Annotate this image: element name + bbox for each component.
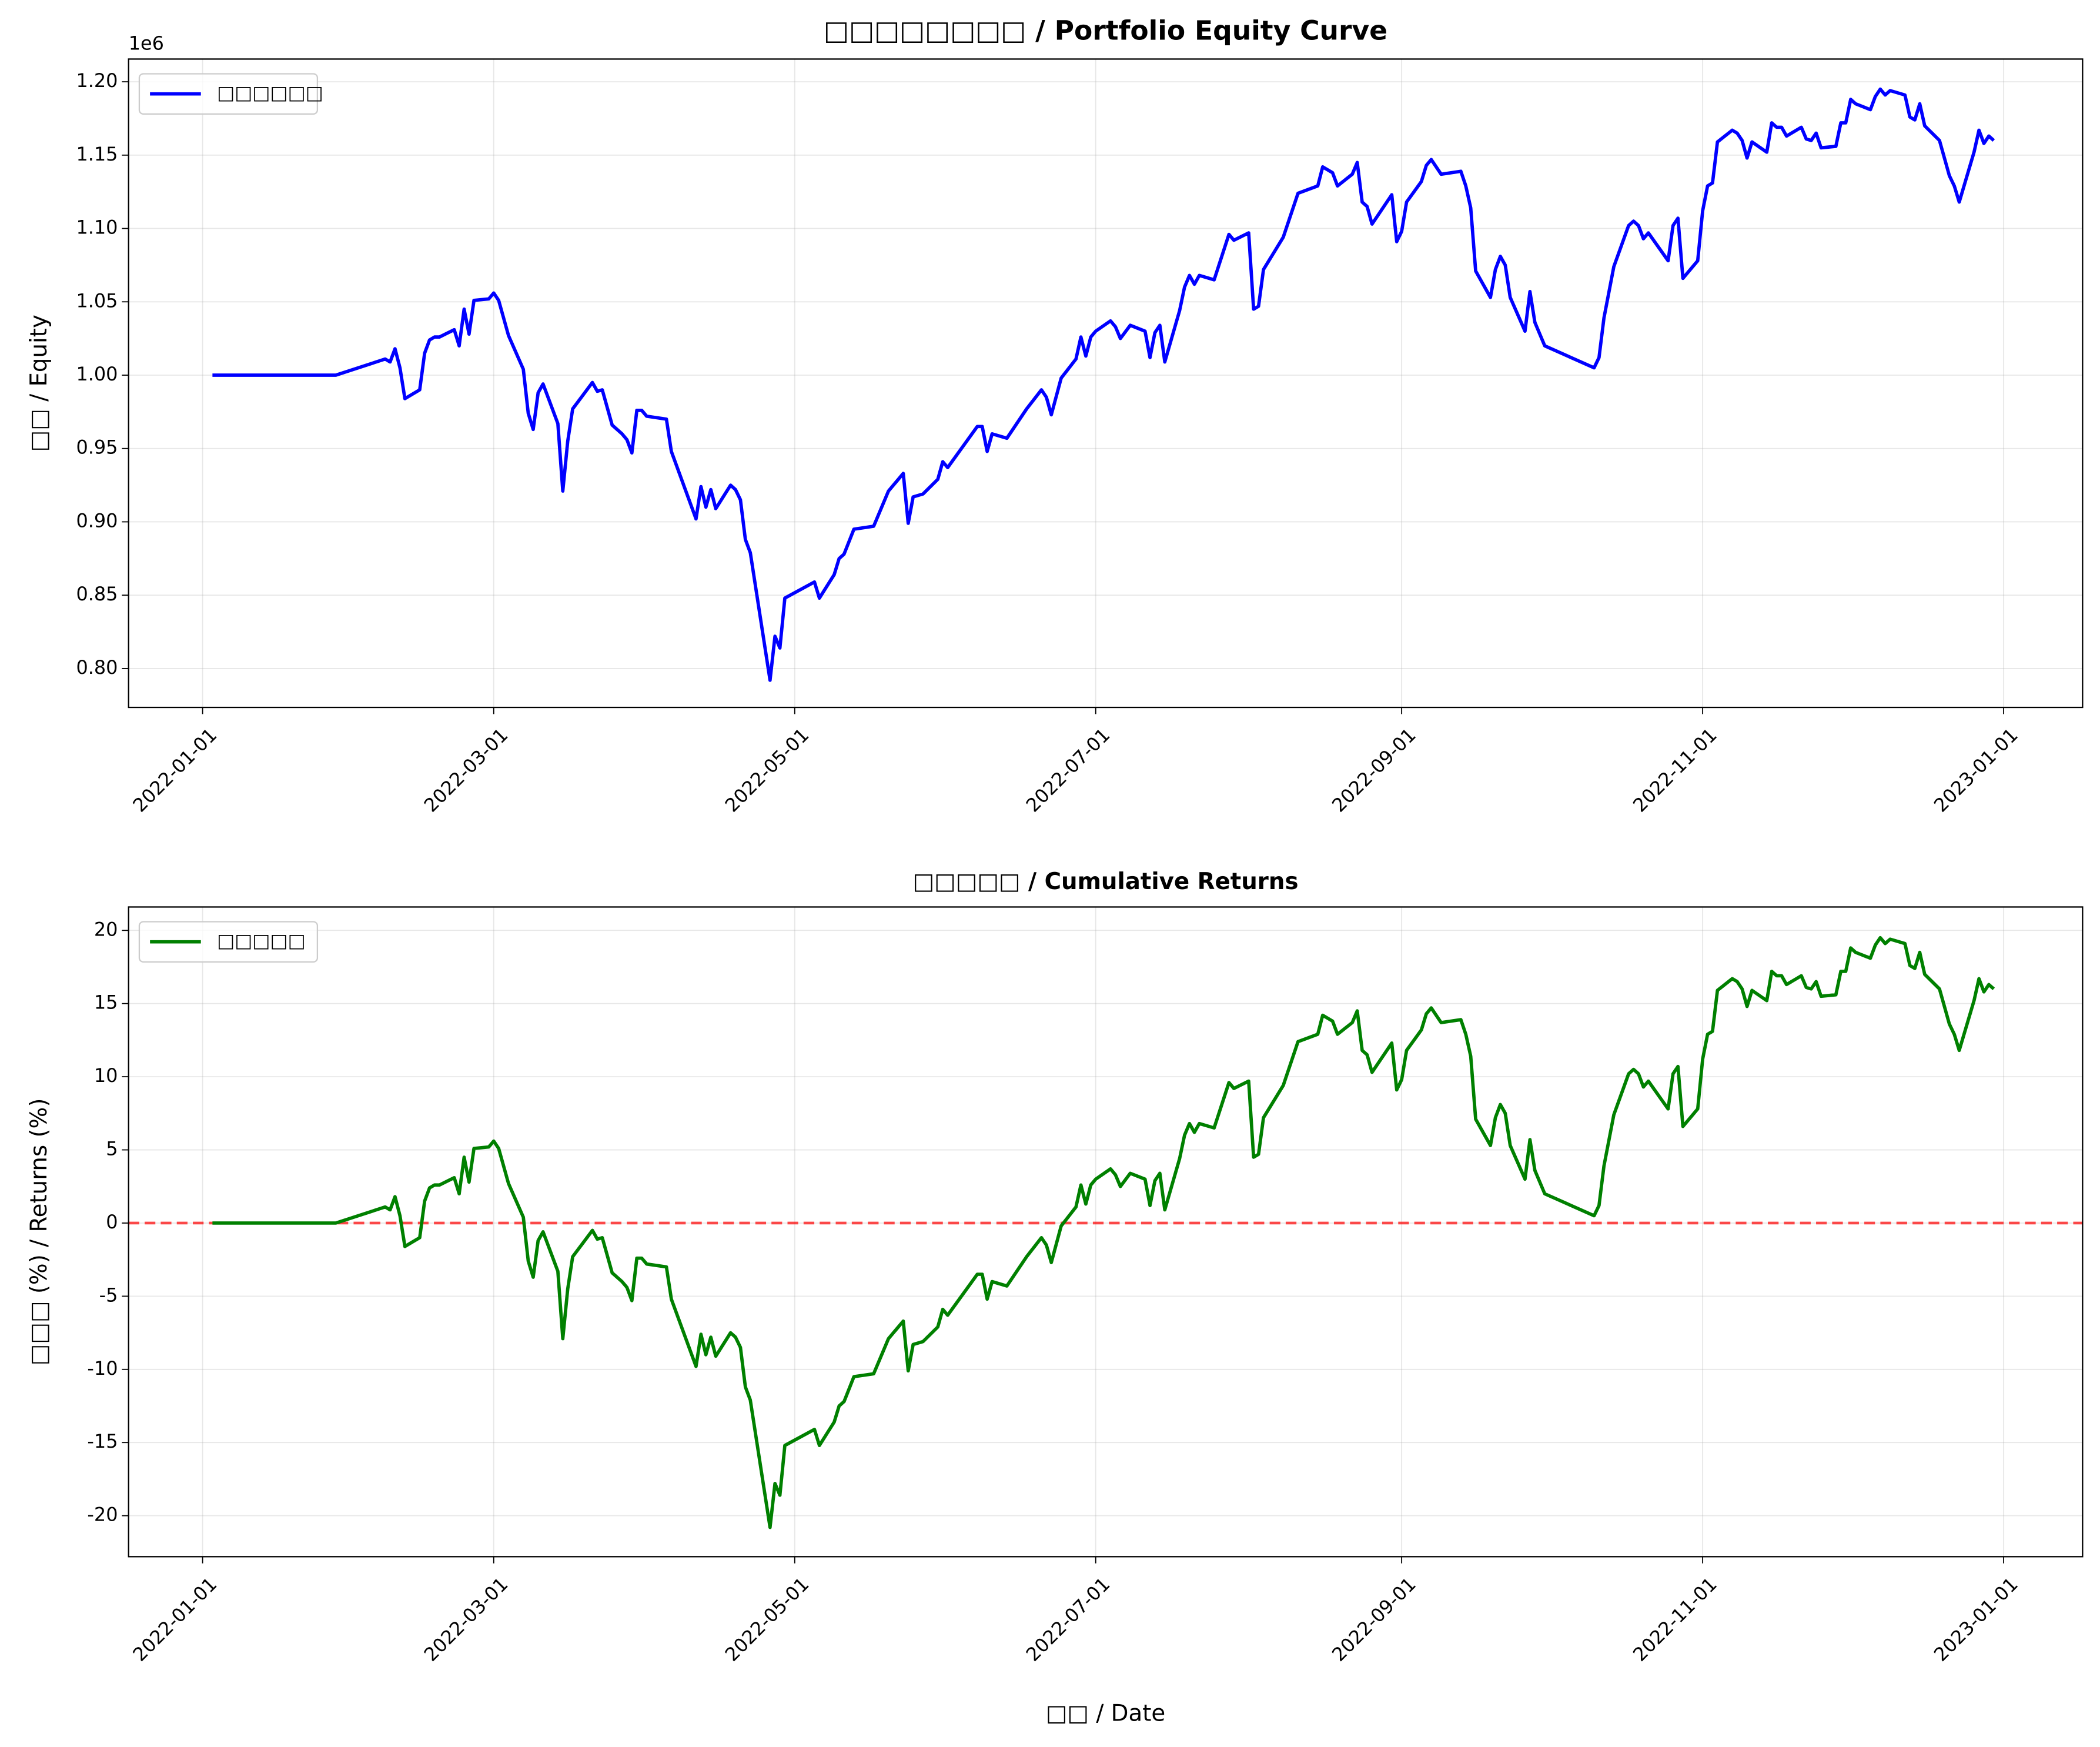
y-tick-label: 0.90 (76, 509, 118, 532)
y-tick-label: 5 (106, 1138, 118, 1160)
y-tick-label: -10 (87, 1357, 118, 1379)
y-tick-label: -20 (87, 1504, 118, 1526)
y-tick-label: 0.95 (76, 436, 118, 459)
axes-frame (128, 58, 2084, 709)
y-tick-label: 1.20 (76, 69, 118, 92)
chart-title: □□□□□ / Cumulative Returns (913, 869, 1299, 895)
equity-line (212, 87, 1995, 682)
y-axis-label: □□□ (%) / Returns (%) (26, 1098, 52, 1366)
legend-label: □□□□□□ (217, 82, 323, 104)
y-tick-label: -15 (87, 1430, 118, 1452)
equity-line (212, 936, 1995, 1529)
y-tick-label: 0.85 (76, 583, 118, 605)
chart-title: □□□□□□□□ / Portfolio Equity Curve (824, 15, 1387, 46)
axes-frame (128, 906, 2084, 1558)
y-tick-label: -5 (99, 1284, 118, 1306)
y-tick-label: 10 (94, 1064, 118, 1087)
y-tick-label: 1.15 (76, 143, 118, 165)
legend-label: □□□□□ (217, 930, 306, 952)
legend-box (138, 921, 319, 963)
legend: □□□□□□ (138, 73, 323, 115)
y-tick-label: 1.00 (76, 363, 118, 385)
y-axis-label: □□ / Equity (26, 315, 52, 452)
y-tick-label: 1.10 (76, 216, 118, 239)
y-tick-label: 1.05 (76, 289, 118, 312)
y-tick-label: 15 (94, 991, 118, 1014)
offset-text: 1e6 (129, 32, 164, 54)
y-tick-label: 0 (106, 1211, 118, 1233)
x-axis-label: □□ / Date (1046, 1701, 1165, 1727)
y-tick-label: 0.80 (76, 656, 118, 679)
legend: □□□□□ (138, 921, 319, 963)
y-tick-label: 20 (94, 918, 118, 940)
legend-box (138, 73, 319, 115)
